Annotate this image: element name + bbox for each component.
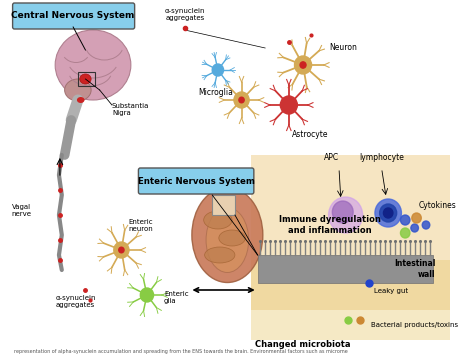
Ellipse shape bbox=[77, 97, 84, 103]
Ellipse shape bbox=[205, 247, 235, 263]
Ellipse shape bbox=[55, 30, 131, 100]
Circle shape bbox=[280, 96, 297, 114]
Ellipse shape bbox=[219, 230, 246, 246]
Circle shape bbox=[380, 204, 397, 222]
Text: Bacterial products/toxins: Bacterial products/toxins bbox=[371, 322, 458, 328]
Circle shape bbox=[114, 242, 129, 258]
Bar bbox=[251, 155, 450, 310]
Circle shape bbox=[234, 92, 249, 108]
Circle shape bbox=[212, 64, 224, 76]
Circle shape bbox=[411, 224, 419, 232]
Text: Enteric
neuron: Enteric neuron bbox=[128, 219, 153, 232]
FancyBboxPatch shape bbox=[138, 168, 254, 194]
Text: Leaky gut: Leaky gut bbox=[374, 288, 408, 294]
Circle shape bbox=[401, 215, 410, 225]
Circle shape bbox=[328, 197, 363, 233]
Text: representation of alpha-synuclein accumulation and spreading from the ENS toward: representation of alpha-synuclein accumu… bbox=[15, 349, 348, 354]
Circle shape bbox=[294, 56, 311, 74]
Circle shape bbox=[401, 228, 410, 238]
Circle shape bbox=[140, 288, 154, 302]
Ellipse shape bbox=[192, 187, 263, 283]
Bar bbox=[78, 72, 95, 86]
Ellipse shape bbox=[80, 74, 91, 84]
Text: Intestinal
wall: Intestinal wall bbox=[394, 259, 436, 279]
Ellipse shape bbox=[204, 211, 232, 229]
Text: Substantia
Nigra: Substantia Nigra bbox=[112, 103, 149, 116]
Text: Astrocyte: Astrocyte bbox=[292, 130, 328, 139]
Ellipse shape bbox=[206, 208, 249, 272]
Ellipse shape bbox=[64, 79, 91, 101]
Circle shape bbox=[422, 221, 430, 229]
Text: Enteric Nervous System: Enteric Nervous System bbox=[137, 177, 255, 186]
Text: Changed microbiota: Changed microbiota bbox=[255, 340, 351, 349]
Circle shape bbox=[239, 97, 244, 103]
FancyBboxPatch shape bbox=[13, 3, 135, 29]
Bar bbox=[212, 195, 235, 215]
Text: α-synuclein
aggregates: α-synuclein aggregates bbox=[55, 295, 96, 308]
Circle shape bbox=[119, 247, 124, 253]
Text: Cytokines: Cytokines bbox=[419, 200, 456, 210]
Text: Vagal
nerve: Vagal nerve bbox=[12, 204, 32, 216]
Circle shape bbox=[383, 208, 393, 218]
Text: Immune dyregulation
and inflammation: Immune dyregulation and inflammation bbox=[279, 215, 381, 235]
Text: APC: APC bbox=[324, 153, 339, 162]
Text: α-synuclein
aggregates: α-synuclein aggregates bbox=[164, 8, 205, 21]
Text: Neuron: Neuron bbox=[329, 43, 357, 52]
Text: Microglia: Microglia bbox=[199, 88, 233, 97]
Bar bbox=[258, 255, 433, 283]
Text: Central Nervous System: Central Nervous System bbox=[11, 11, 135, 20]
Text: lymphocyte: lymphocyte bbox=[359, 153, 404, 162]
Circle shape bbox=[412, 213, 421, 223]
Circle shape bbox=[332, 201, 353, 223]
Circle shape bbox=[375, 199, 401, 227]
Bar bbox=[251, 260, 450, 340]
Text: Enteric
glia: Enteric glia bbox=[164, 292, 189, 304]
Circle shape bbox=[300, 62, 306, 68]
